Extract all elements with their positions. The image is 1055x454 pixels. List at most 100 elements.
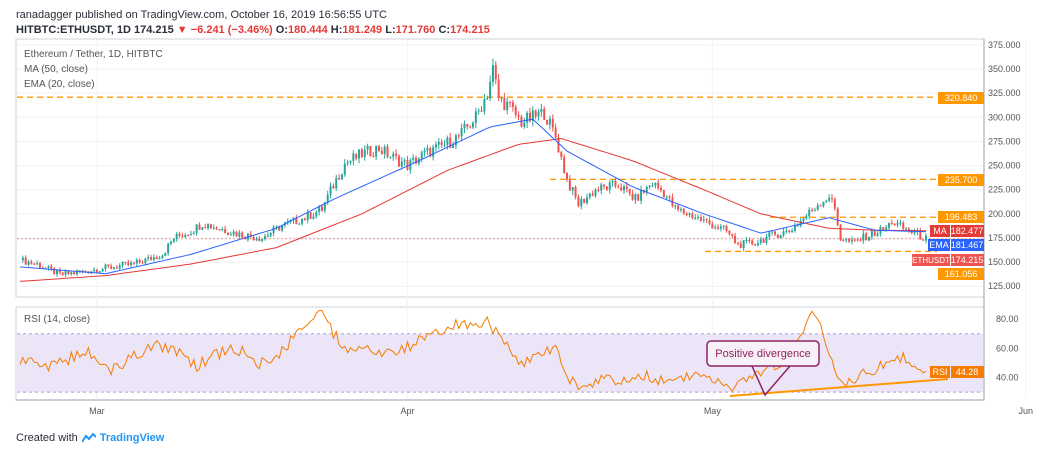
svg-text:ETHUSDT: ETHUSDT xyxy=(912,256,950,265)
candle-body xyxy=(224,229,227,233)
candle-body xyxy=(161,255,164,259)
candle-body xyxy=(463,123,466,129)
candle-body xyxy=(21,257,24,261)
candle-body xyxy=(702,219,705,221)
open-label: O: xyxy=(275,24,288,36)
svg-text:182.477: 182.477 xyxy=(951,226,984,236)
candle-body xyxy=(164,253,167,256)
price-tick-label: 125.000 xyxy=(988,281,1021,291)
badge-ema: 181.467 EMA xyxy=(928,239,984,251)
candle-body xyxy=(158,258,161,260)
candle-body xyxy=(736,242,739,244)
candle-body xyxy=(358,149,361,159)
candle-body xyxy=(426,148,429,151)
candle-body xyxy=(677,205,680,210)
candle-body xyxy=(67,271,70,275)
candle-body xyxy=(383,146,386,154)
candle-body xyxy=(144,258,147,264)
candle-body xyxy=(187,235,190,237)
candle-body xyxy=(207,224,210,229)
candle-body xyxy=(349,160,352,163)
candle-body xyxy=(922,239,925,241)
candle-body xyxy=(788,230,791,233)
candle-body xyxy=(574,187,577,197)
low-value: 171.760 xyxy=(395,24,436,36)
candle-body xyxy=(725,226,728,231)
candle-body xyxy=(870,230,873,237)
candle-body xyxy=(734,235,737,243)
candle-body xyxy=(204,227,207,229)
rsi-tick-label: 60.00 xyxy=(996,343,1019,353)
candle-body xyxy=(343,163,346,175)
last-price: 174.215 xyxy=(133,24,174,36)
candle-body xyxy=(369,146,372,157)
candle-body xyxy=(434,144,437,148)
candle-body xyxy=(902,222,905,229)
candle-body xyxy=(819,205,822,207)
candle-body xyxy=(910,231,913,234)
candle-body xyxy=(258,239,261,241)
candle-body xyxy=(645,187,648,193)
svg-text:44.28: 44.28 xyxy=(956,367,979,377)
candle-body xyxy=(699,217,702,221)
candle-body xyxy=(537,111,540,117)
candle-body xyxy=(845,238,848,241)
high-label: H: xyxy=(330,24,343,36)
candle-body xyxy=(113,267,116,269)
candle-body xyxy=(130,262,133,266)
candle-body xyxy=(597,189,600,191)
candle-body xyxy=(682,208,685,214)
footer-brand[interactable]: TradingView xyxy=(99,432,165,444)
candle-body xyxy=(486,98,489,100)
candle-body xyxy=(776,234,779,238)
candle-body xyxy=(856,239,859,241)
candle-body xyxy=(127,262,130,266)
candle-body xyxy=(756,242,759,246)
candle-body xyxy=(155,257,158,260)
candle-body xyxy=(816,205,819,210)
candle-body xyxy=(868,236,871,241)
price-tick-label: 350.000 xyxy=(988,64,1021,74)
candle-body xyxy=(449,137,452,148)
candle-body xyxy=(557,137,560,153)
candle-body xyxy=(828,197,831,201)
candle-body xyxy=(694,217,697,219)
candle-body xyxy=(534,110,537,117)
candle-body xyxy=(779,235,782,238)
candle-body xyxy=(566,172,569,180)
candle-body xyxy=(115,267,118,269)
candle-body xyxy=(862,233,865,241)
symbol[interactable]: HITBTC:ETHUSDT, 1D xyxy=(16,24,131,36)
candle-body xyxy=(70,272,73,275)
candle-body xyxy=(887,223,890,228)
candle-body xyxy=(591,193,594,196)
candle-body xyxy=(395,153,398,156)
candle-body xyxy=(491,65,494,82)
candle-body xyxy=(321,206,323,211)
candle-body xyxy=(748,239,751,241)
candle-body xyxy=(366,146,369,150)
candle-body xyxy=(628,188,631,194)
candle-body xyxy=(865,233,868,241)
candle-body xyxy=(648,185,651,188)
candle-body xyxy=(896,222,899,225)
candle-body xyxy=(107,264,110,266)
candle-body xyxy=(480,110,483,112)
price-panel[interactable] xyxy=(15,38,985,298)
candle-body xyxy=(27,261,30,265)
candle-body xyxy=(244,237,247,240)
candle-body xyxy=(523,122,526,127)
candle-body xyxy=(494,65,497,80)
candle-body xyxy=(839,224,842,241)
candle-body xyxy=(517,114,520,117)
ma-line xyxy=(19,137,926,282)
candle-body xyxy=(355,153,358,159)
time-tick-label: Jun xyxy=(1018,406,1033,416)
candle-body xyxy=(768,232,771,237)
candle-body xyxy=(460,128,463,137)
ohlc-line: HITBTC:ETHUSDT, 1D 174.215 ▼ −6.241 (−3.… xyxy=(16,24,490,36)
candle-body xyxy=(714,227,717,229)
candle-body xyxy=(762,239,765,243)
candle-body xyxy=(731,233,734,236)
